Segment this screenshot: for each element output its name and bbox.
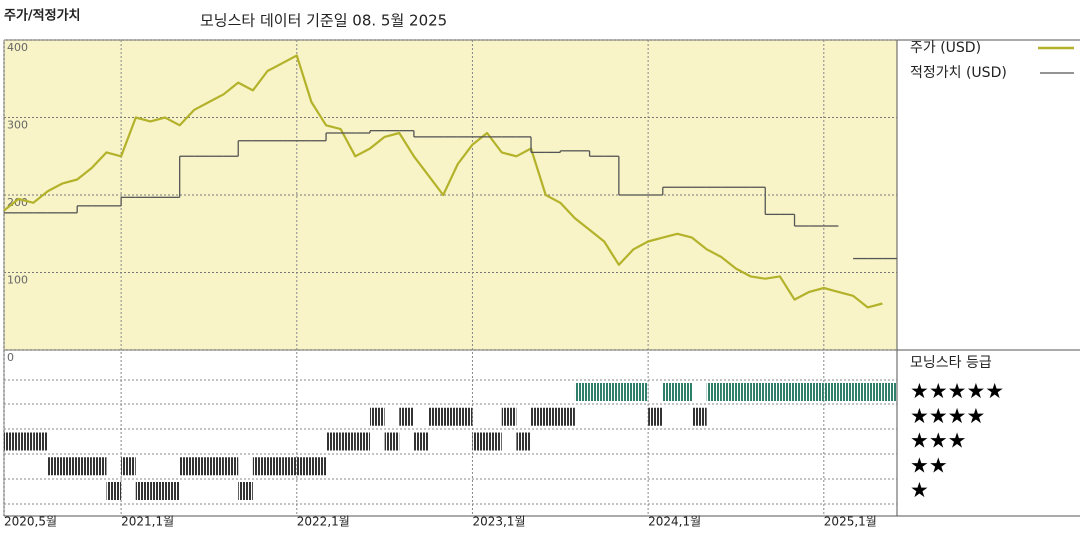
rating-bar bbox=[823, 383, 839, 401]
y-tick-label: 200 bbox=[7, 196, 28, 209]
rating-bar bbox=[779, 383, 795, 401]
rating-bar bbox=[721, 383, 736, 401]
rating-bar bbox=[735, 383, 751, 401]
rating-bar bbox=[531, 407, 546, 426]
x-tick-label: 2023,1월 bbox=[472, 515, 525, 529]
rating-bar bbox=[47, 457, 63, 476]
y-tick-label: 400 bbox=[7, 41, 28, 54]
rating-bar bbox=[150, 482, 166, 500]
rating-bar bbox=[692, 407, 707, 426]
rating-bar bbox=[457, 407, 473, 426]
legend-label: 적정가치 (USD) bbox=[910, 65, 1007, 81]
rating-bar bbox=[794, 383, 810, 401]
rating-bar bbox=[545, 407, 561, 426]
rating-bar bbox=[355, 432, 370, 451]
rating-bar bbox=[867, 383, 883, 401]
rating-bar bbox=[765, 383, 780, 401]
chart-subtitle: 모닝스타 데이터 기준일 08. 5월 2025 bbox=[200, 12, 447, 30]
rating-bar bbox=[179, 457, 195, 476]
rating-bar bbox=[18, 432, 34, 451]
rating-bar bbox=[853, 383, 868, 401]
x-tick-label: 2020,5월 bbox=[4, 515, 57, 529]
rating-bar bbox=[165, 482, 180, 500]
x-tick-label: 2021,1월 bbox=[121, 515, 174, 529]
rating-bar bbox=[238, 482, 253, 500]
rating-bar bbox=[516, 432, 532, 451]
rating-bar bbox=[33, 432, 48, 451]
rating-bar bbox=[223, 457, 239, 476]
rating-bar bbox=[677, 383, 693, 401]
rating-bar bbox=[648, 407, 663, 426]
rating-rows bbox=[4, 379, 897, 505]
rating-bar bbox=[296, 457, 312, 476]
rating-bar bbox=[369, 407, 385, 426]
rating-bar bbox=[62, 457, 78, 476]
rating-bar bbox=[604, 383, 619, 401]
x-tick-label: 2022,1월 bbox=[297, 515, 350, 529]
rating-bar bbox=[443, 407, 458, 426]
rating-bar bbox=[706, 383, 722, 401]
rating-bar bbox=[77, 457, 92, 476]
rating-label: ★★★ bbox=[910, 429, 966, 453]
rating-bar bbox=[633, 383, 649, 401]
rating-bar bbox=[662, 383, 678, 401]
rating-bar bbox=[501, 407, 517, 426]
rating-bar bbox=[574, 383, 590, 401]
y-tick-label: 0 bbox=[7, 351, 14, 364]
chart-title: 주가/적정가치 bbox=[4, 8, 81, 24]
rating-bar bbox=[487, 432, 502, 451]
x-tick-label: 2025,1월 bbox=[824, 515, 877, 529]
rating-bar bbox=[208, 457, 224, 476]
rating-bar bbox=[838, 383, 854, 401]
rating-bar bbox=[326, 432, 341, 451]
rating-bar bbox=[340, 432, 356, 451]
rating-bar bbox=[106, 482, 122, 500]
rating-bar bbox=[267, 457, 283, 476]
rating-bar bbox=[311, 457, 327, 476]
rating-bar bbox=[384, 432, 400, 451]
y-tick-label: 100 bbox=[7, 274, 28, 287]
rating-bar bbox=[91, 457, 107, 476]
rating-label: ★★ bbox=[910, 453, 948, 477]
rating-label: ★ bbox=[910, 478, 929, 502]
rating-bar bbox=[413, 432, 429, 451]
rating-bar bbox=[560, 407, 575, 426]
y-tick-label: 300 bbox=[7, 119, 28, 132]
rating-bar bbox=[589, 383, 605, 401]
rating-bar bbox=[399, 407, 414, 426]
rating-label: ★★★★ bbox=[910, 404, 985, 428]
rating-label: ★★★★★ bbox=[910, 379, 1004, 403]
rating-bar bbox=[428, 407, 444, 426]
rating-bar bbox=[472, 432, 488, 451]
rating-title: 모닝스타 등급 bbox=[910, 355, 992, 371]
rating-bar bbox=[194, 457, 209, 476]
rating-bar bbox=[882, 383, 897, 401]
x-tick-label: 2024,1월 bbox=[648, 515, 701, 529]
rating-bar bbox=[135, 482, 151, 500]
rating-bar bbox=[618, 383, 634, 401]
legend-label: 주가 (USD) bbox=[910, 40, 981, 56]
rating-bar bbox=[282, 457, 297, 476]
rating-bar bbox=[750, 383, 766, 401]
rating-bar bbox=[4, 432, 19, 451]
rating-bar bbox=[252, 457, 268, 476]
price-line bbox=[3, 54, 883, 309]
rating-bar bbox=[809, 383, 824, 401]
rating-bar bbox=[121, 457, 136, 476]
